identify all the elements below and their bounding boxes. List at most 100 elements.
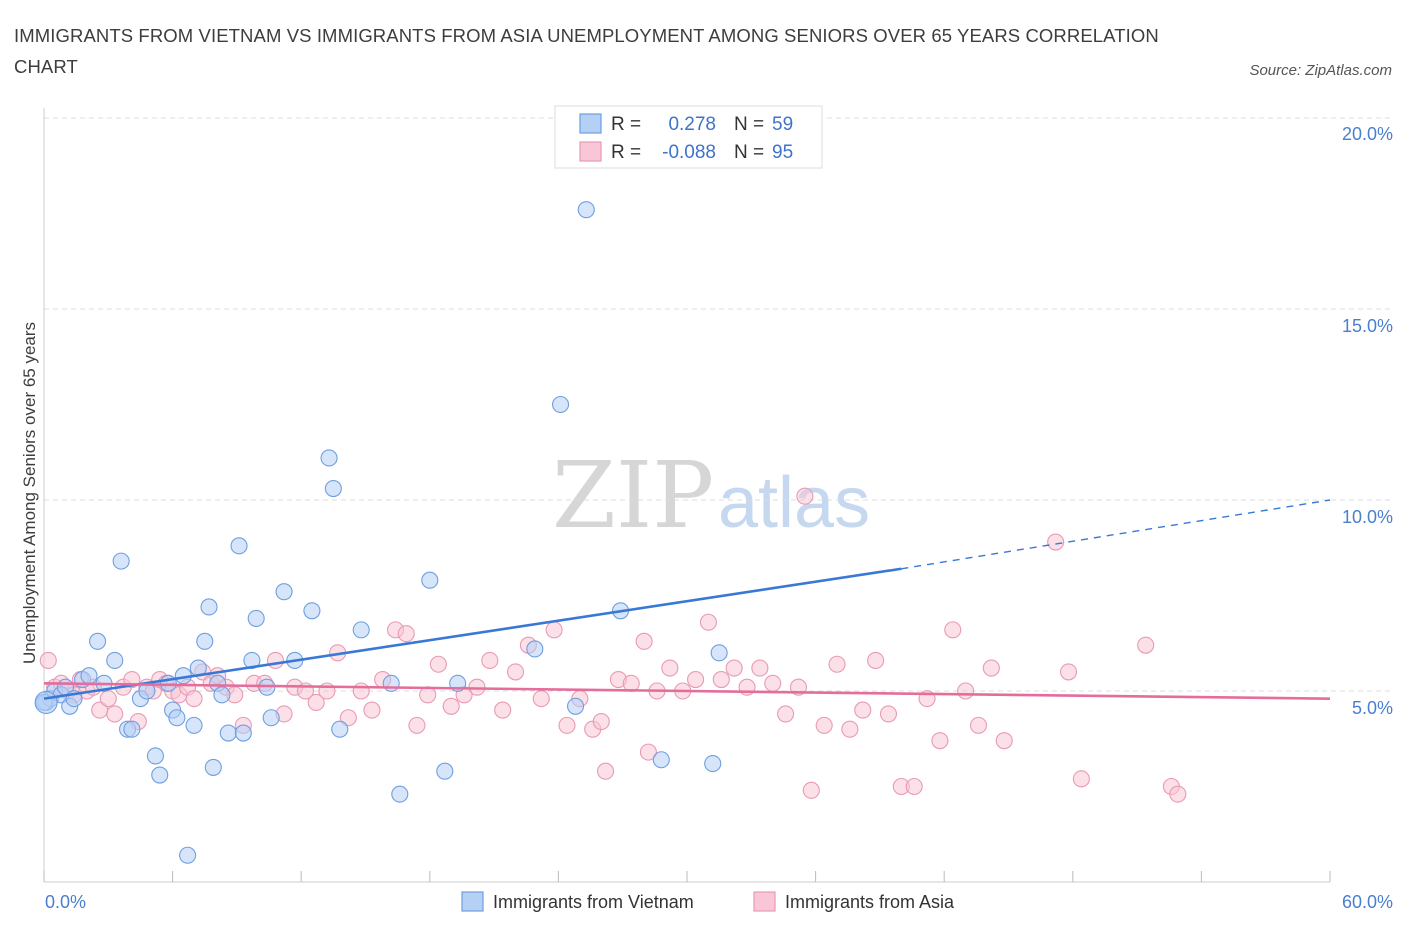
vietnam-point	[303, 602, 321, 620]
stats-asia-swatch	[579, 141, 602, 162]
vietnam-trend-extension	[901, 499, 1331, 570]
asia-point	[506, 663, 525, 681]
x-tick-label-max: 60.0%	[1342, 892, 1393, 912]
stats-vietnam-swatch	[579, 113, 602, 134]
vietnam-point	[710, 644, 728, 662]
asia-point	[995, 732, 1013, 750]
asia-point	[712, 670, 730, 689]
vietnam-point	[234, 724, 252, 742]
vietnam-point	[652, 751, 670, 769]
vietnam-point	[151, 766, 169, 784]
asia-point	[363, 701, 381, 719]
asia-point	[687, 670, 705, 689]
asia-point	[266, 651, 285, 669]
asia-point	[481, 651, 499, 669]
x-tick-label-min: 0.0%	[45, 892, 86, 912]
asia-point	[905, 777, 923, 796]
asia-point	[597, 762, 615, 780]
vietnam-point	[112, 552, 130, 570]
asia-point	[352, 682, 370, 700]
asia-point	[185, 690, 203, 708]
asia-point	[1169, 785, 1187, 803]
asia-point	[969, 716, 988, 734]
vietnam-point	[391, 785, 409, 803]
asia-point	[661, 659, 679, 677]
asia-point	[957, 682, 975, 700]
asia-point	[99, 690, 117, 708]
asia-point	[106, 705, 124, 723]
vietnam-point	[204, 758, 222, 776]
vietnam-point	[123, 720, 141, 738]
vietnam-point	[704, 755, 722, 773]
stats-asia-n-value: 95	[772, 142, 793, 163]
asia-point	[751, 659, 769, 677]
stats-vietnam-n-value: 59	[772, 114, 793, 135]
asia-point	[841, 720, 859, 738]
asia-point	[777, 705, 795, 723]
asia-point	[764, 674, 782, 692]
vietnam-point	[526, 640, 544, 658]
asia-point	[622, 674, 640, 692]
legend-vietnam-label: Immigrants from Vietnam	[493, 892, 694, 912]
asia-point	[802, 781, 820, 799]
vietnam-point	[577, 201, 595, 219]
asia-point	[532, 690, 550, 708]
y-tick-label-20: 20.0%	[1342, 124, 1393, 144]
asia-point	[408, 716, 426, 734]
y-tick-label-5: 5.0%	[1352, 698, 1393, 718]
watermark-atlas: atlas	[718, 463, 870, 543]
asia-point	[796, 487, 814, 505]
vietnam-point	[382, 674, 400, 692]
vietnam-point	[200, 598, 218, 616]
stats-asia-n-key: N =	[734, 142, 764, 163]
source-label: Source: ZipAtlas.com	[1249, 62, 1392, 79]
asia-point	[558, 716, 576, 734]
asia-point	[1137, 636, 1155, 654]
asia-point	[982, 659, 1000, 677]
vietnam-cluster-point	[34, 690, 58, 715]
asia-point	[429, 655, 447, 673]
asia-point	[442, 697, 460, 715]
vietnam-point	[80, 667, 98, 685]
asia-point	[494, 701, 512, 719]
legend: Immigrants from Vietnam Immigrants from …	[461, 891, 955, 912]
asia-point	[307, 693, 325, 712]
asia-point	[815, 716, 833, 734]
vietnam-point	[352, 621, 370, 639]
asia-point	[828, 655, 846, 673]
asia-point	[879, 705, 898, 723]
vietnam-point	[324, 479, 342, 498]
x-axis-ticks	[43, 871, 1331, 882]
vietnam-point	[196, 632, 214, 650]
asia-trend-line	[43, 682, 1331, 700]
vietnam-point	[213, 686, 231, 704]
asia-point	[1072, 770, 1090, 788]
vietnam-point	[247, 609, 265, 627]
trend-lines	[43, 499, 1331, 700]
vietnam-point	[230, 537, 248, 555]
stats-asia-r-key: R =	[611, 142, 641, 163]
watermark-zip: ZIP	[552, 442, 714, 549]
vietnam-point	[331, 720, 349, 738]
asia-point	[635, 632, 653, 650]
asia-point	[592, 713, 610, 731]
asia-point	[699, 613, 717, 631]
asia-point	[1047, 533, 1065, 551]
vietnam-point	[168, 709, 186, 727]
asia-series	[39, 487, 1187, 803]
vietnam-point	[551, 395, 570, 414]
asia-point	[397, 625, 415, 643]
vietnam-point	[179, 846, 197, 864]
vietnam-point	[219, 724, 237, 742]
vietnam-point	[320, 449, 338, 467]
vietnam-point	[436, 762, 454, 780]
asia-point	[944, 621, 962, 639]
legend-asia-label: Immigrants from Asia	[785, 892, 955, 912]
asia-point	[545, 621, 563, 639]
vietnam-point	[106, 651, 124, 669]
legend-asia-swatch	[753, 891, 776, 912]
vietnam-point	[146, 747, 165, 765]
stats-vietnam-r-key: R =	[611, 114, 641, 135]
grid-lines	[44, 117, 1392, 692]
